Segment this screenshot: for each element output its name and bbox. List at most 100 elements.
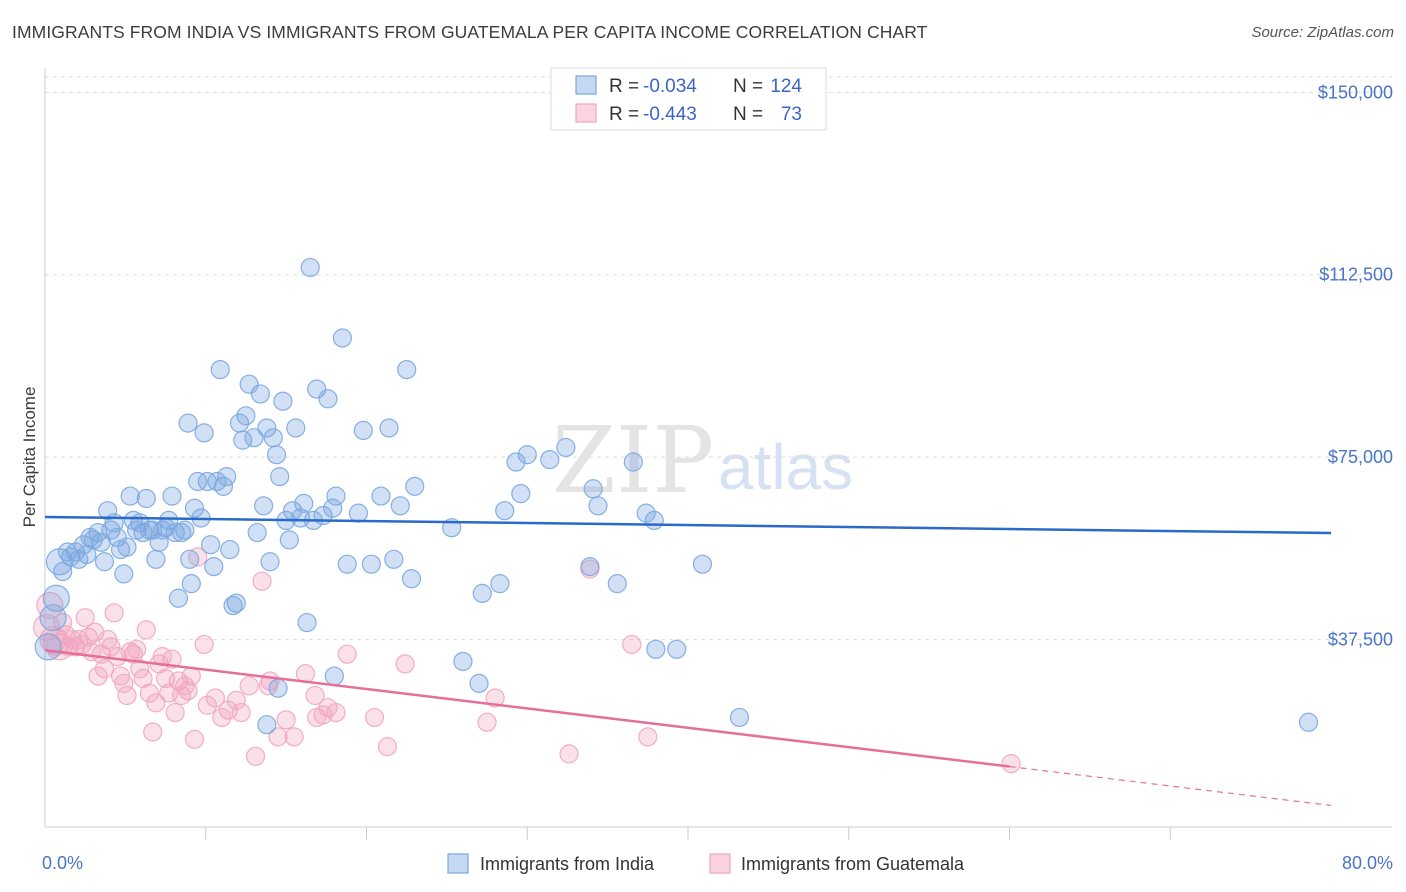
india-point-89 bbox=[361, 554, 381, 574]
guatemala-point-52 bbox=[226, 690, 246, 710]
india-point-100 bbox=[495, 501, 515, 521]
india-point-42 bbox=[181, 574, 201, 594]
india-point-119 bbox=[257, 715, 277, 735]
guatemala-point-32 bbox=[139, 683, 160, 703]
india-point-123 bbox=[469, 673, 489, 693]
india-point-49 bbox=[204, 557, 224, 577]
india-point-76 bbox=[294, 493, 314, 513]
watermark-atlas: atlas bbox=[718, 431, 853, 503]
correlation-legend: R = -0.034 N = 124 R = -0.443 N = 73 bbox=[550, 67, 827, 131]
india-point-91 bbox=[379, 418, 399, 438]
trend-line-guatemala-extension bbox=[1009, 765, 1332, 807]
series-guatemala-points bbox=[33, 547, 1021, 774]
x-axis-ticks bbox=[205, 827, 1171, 840]
guatemala-point-79 bbox=[307, 707, 327, 728]
series-legend-label-india: Immigrants from India bbox=[480, 854, 655, 874]
guatemala-point-22 bbox=[107, 647, 127, 667]
trend-line-india bbox=[44, 515, 1332, 535]
guatemala-point-65 bbox=[326, 702, 346, 723]
india-point-38 bbox=[168, 588, 189, 608]
guatemala-point-59 bbox=[276, 710, 296, 730]
india-point-101 bbox=[506, 452, 526, 472]
trend-lines bbox=[44, 515, 1332, 807]
india-point-105 bbox=[556, 437, 576, 458]
guatemala-point-24 bbox=[114, 673, 134, 693]
guatemala-point-21 bbox=[104, 603, 124, 623]
guatemala-point-71 bbox=[485, 688, 505, 708]
india-point-120 bbox=[453, 651, 473, 672]
india-point-108 bbox=[588, 496, 608, 516]
legend-n-label-guatemala: N = bbox=[733, 104, 763, 125]
y-tick-label-3: $150,000 bbox=[1318, 82, 1393, 102]
guatemala-point-46 bbox=[188, 547, 208, 567]
india-point-59 bbox=[236, 406, 256, 426]
series-india-points bbox=[34, 257, 1319, 735]
guatemala-point-49 bbox=[205, 688, 225, 708]
india-point-110 bbox=[623, 452, 643, 472]
india-point-31 bbox=[146, 549, 166, 569]
india-point-115 bbox=[692, 554, 713, 574]
india-point-62 bbox=[247, 522, 267, 543]
guatemala-point-47 bbox=[194, 634, 214, 655]
india-point-39 bbox=[172, 522, 192, 543]
india-point-36 bbox=[162, 486, 182, 506]
watermark-zip: ZIP bbox=[552, 407, 714, 514]
guatemala-point-54 bbox=[239, 676, 259, 696]
guatemala-point-33 bbox=[143, 722, 163, 742]
india-point-98 bbox=[472, 583, 492, 603]
india-point-46 bbox=[194, 423, 214, 443]
legend-box bbox=[550, 67, 827, 131]
india-point-35 bbox=[159, 510, 179, 531]
series-legend-label-guatemala: Immigrants from Guatemala bbox=[741, 854, 965, 874]
india-point-109 bbox=[607, 574, 627, 594]
india-point-77 bbox=[297, 612, 317, 633]
india-point-122 bbox=[268, 678, 288, 698]
guatemala-point-12 bbox=[75, 608, 95, 628]
india-point-28 bbox=[136, 488, 156, 509]
guatemala-point-62 bbox=[305, 685, 325, 706]
india-point-72 bbox=[279, 530, 299, 550]
guatemala-point-31 bbox=[136, 620, 156, 640]
india-point-117 bbox=[1298, 712, 1319, 732]
india-point-58 bbox=[233, 430, 253, 450]
legend-swatch-guatemala bbox=[575, 103, 597, 123]
guatemala-point-25 bbox=[117, 685, 137, 706]
x-tick-label-min: 0.0% bbox=[42, 853, 83, 873]
india-point-106 bbox=[580, 557, 600, 577]
india-point-68 bbox=[266, 445, 287, 465]
india-point-86 bbox=[337, 554, 357, 574]
india-point-92 bbox=[384, 549, 404, 569]
guatemala-point-5 bbox=[53, 612, 73, 633]
guatemala-point-18 bbox=[94, 659, 115, 679]
guatemala-point-66 bbox=[337, 644, 357, 664]
guatemala-point-28 bbox=[127, 639, 147, 659]
india-point-121 bbox=[180, 549, 200, 569]
guatemala-point-50 bbox=[212, 707, 232, 728]
india-point-69 bbox=[270, 467, 290, 487]
y-tick-labels: $37,500 $75,000 $112,500 $150,000 bbox=[1318, 82, 1393, 649]
india-point-93 bbox=[390, 496, 410, 516]
guatemala-point-40 bbox=[165, 702, 185, 723]
india-point-111 bbox=[636, 503, 656, 523]
india-point-90 bbox=[371, 486, 391, 506]
india-point-2 bbox=[42, 584, 70, 612]
guatemala-point-78 bbox=[184, 729, 205, 749]
india-point-112 bbox=[644, 510, 664, 531]
legend-r-label-india: R = bbox=[609, 76, 639, 97]
guatemala-point-69 bbox=[395, 654, 415, 674]
guatemala-point-34 bbox=[146, 693, 166, 713]
india-point-84 bbox=[326, 486, 346, 506]
india-point-23 bbox=[120, 486, 140, 506]
series-legend-swatch-india bbox=[447, 853, 469, 874]
guatemala-point-55 bbox=[245, 746, 266, 766]
guatemala-point-56 bbox=[252, 571, 272, 591]
chart-title: IMMIGRANTS FROM INDIA VS IMMIGRANTS FROM… bbox=[12, 22, 928, 42]
india-point-83 bbox=[323, 498, 343, 518]
trend-line-guatemala bbox=[44, 649, 1010, 768]
india-point-94 bbox=[397, 360, 417, 380]
india-point-67 bbox=[263, 428, 283, 448]
india-point-22 bbox=[117, 537, 137, 557]
legend-n-value-india: 124 bbox=[770, 76, 802, 97]
guatemala-point-70 bbox=[477, 712, 497, 732]
